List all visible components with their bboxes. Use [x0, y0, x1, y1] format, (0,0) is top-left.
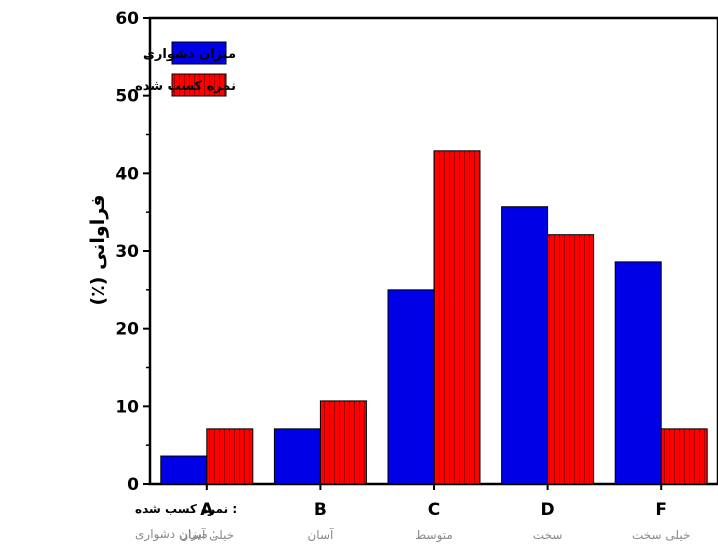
x-tick-label: A	[200, 500, 214, 520]
bar-difficulty-F	[614, 261, 662, 485]
x-tick-label: B	[314, 500, 327, 520]
difficulty-row-label: : میزان دشواری	[135, 527, 216, 542]
bar-grade-F	[660, 428, 708, 485]
x-sub-label: متوسط	[415, 528, 453, 543]
bar-grade-C	[433, 150, 481, 485]
y-tick-label: 50	[115, 87, 139, 107]
y-tick-label: 10	[115, 397, 139, 417]
legend-swatch-difficulty	[171, 41, 227, 65]
x-sub-label: سخت	[533, 528, 563, 542]
x-sub-label: آسان	[307, 527, 334, 542]
x-sub-label: خیلی سخت	[632, 528, 690, 542]
y-tick-label: 0	[127, 475, 139, 495]
bar-grade-A	[206, 428, 254, 485]
bar-grade-B	[319, 400, 367, 485]
bar-difficulty-D	[501, 206, 549, 485]
y-tick-label: 40	[115, 164, 139, 184]
y-tick-label: 20	[115, 320, 139, 340]
x-tick-label: D	[541, 500, 555, 520]
grade-row-label: : نمره کسب شده	[135, 502, 237, 516]
x-tick-label: C	[428, 500, 440, 520]
bars-layer	[160, 150, 708, 485]
legend: میزان دشواری نمره کسب شده	[135, 41, 236, 97]
y-axis-label: فراوانی (٪)	[87, 194, 109, 305]
bar-difficulty-C	[387, 289, 435, 485]
legend-label-grade: نمره کسب شده	[135, 79, 236, 94]
x-tick-label: F	[655, 500, 667, 520]
legend-label-difficulty: میزان دشواری	[143, 47, 236, 62]
y-tick-label: 60	[115, 9, 139, 29]
x-axis: A خیلی آسان B آسان C متوسط D سخت F خیلی سخت	[179, 484, 690, 543]
legend-swatch-grade	[171, 73, 227, 97]
bar-grade-D	[547, 234, 595, 485]
bar-difficulty-B	[273, 428, 321, 485]
y-axis: 0 10 20 30 40 50 60	[115, 9, 150, 495]
y-tick-label: 30	[115, 242, 139, 262]
bar-difficulty-A	[160, 455, 208, 485]
x-sub-label: خیلی آسان	[179, 527, 234, 542]
